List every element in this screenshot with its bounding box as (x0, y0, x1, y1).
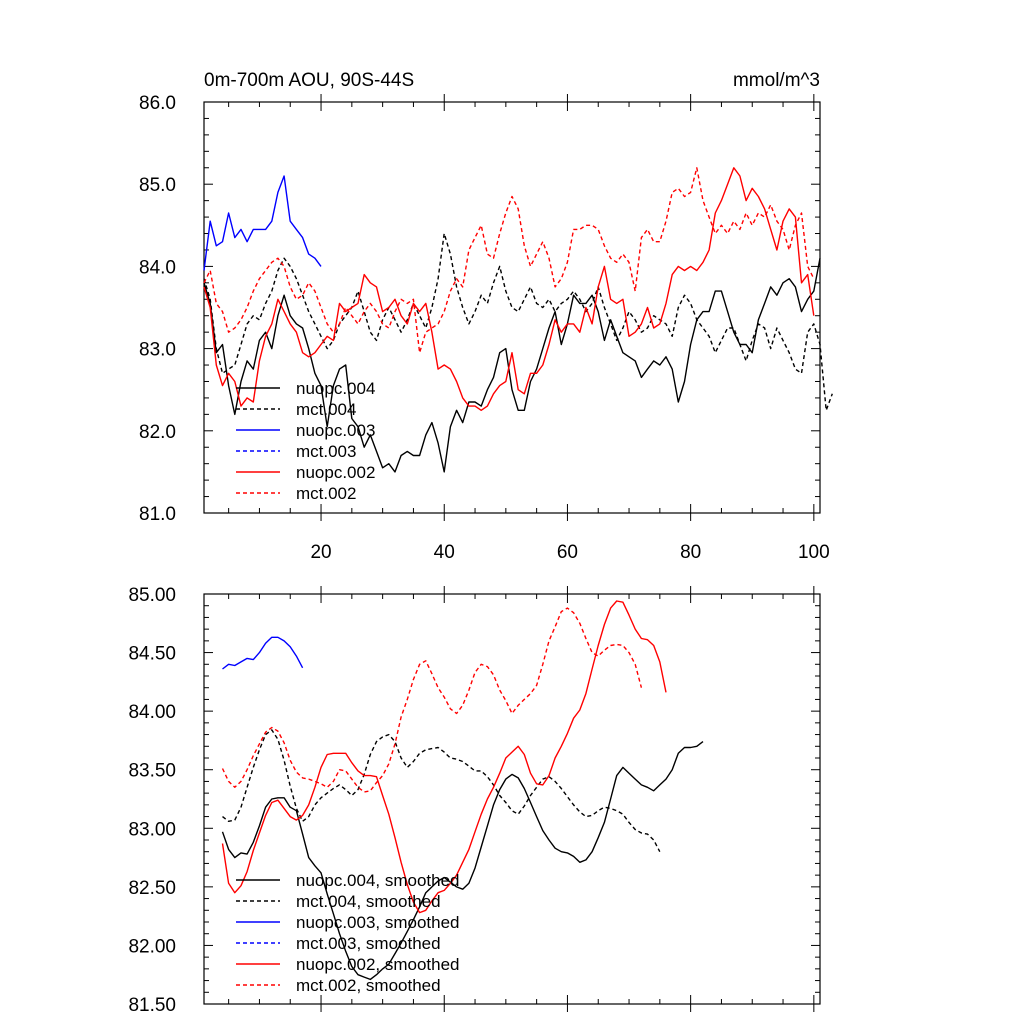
y-tick-label: 84.00 (128, 702, 176, 723)
legend-label: mct.003 (296, 442, 356, 461)
x-tick-label: 60 (557, 542, 578, 563)
top-panel: 0m-700m AOU, 90S-44S mmol/m^3 81.0 82.0 83… (139, 70, 833, 563)
x-tick-label: 20 (310, 542, 331, 563)
y-tick-label: 83.50 (128, 761, 176, 782)
series-line-nuopc-002-smoothed (221, 600, 667, 914)
series-line-mct-002 (203, 167, 815, 354)
legend-label: mct.004, smoothed (296, 892, 441, 911)
y-tick-labels: 81.0 82.0 83.0 84.0 85.0 86.0 (139, 93, 176, 525)
plot-frame (203, 593, 821, 1005)
y-tick-label: 85.0 (139, 175, 176, 196)
legend-label: mct.002 (296, 484, 356, 503)
y-tick-label: 84.50 (128, 644, 176, 665)
tick-marks (204, 586, 820, 1012)
series-line-nuopc-004-smoothed (221, 741, 704, 981)
x-tick-label: 100 (798, 542, 830, 563)
series-line-nuopc-003-smoothed (222, 636, 304, 670)
y-tick-label: 83.0 (139, 340, 176, 361)
series-line-mct-002-smoothed (221, 607, 643, 793)
series-line-mct-004-smoothed (222, 729, 661, 853)
legend-label: mct.002, smoothed (296, 976, 441, 995)
x-tick-labels: 20 40 60 80 100 (310, 542, 829, 563)
legend-label: nuopc.003, smoothed (296, 913, 460, 932)
x-tick-label: 40 (434, 542, 455, 563)
legend-label: mct.003, smoothed (296, 934, 441, 953)
y-tick-label: 82.50 (128, 878, 176, 899)
legend: nuopc.004, smoothed mct.004, smoothed nuop… (236, 871, 460, 995)
chart-title: 0m-700m AOU, 90S-44S (204, 70, 414, 91)
legend-label: nuopc.002, smoothed (296, 955, 460, 974)
legend: nuopc.004 mct.004 nuopc.003 mct.003 nuopc.00… (236, 379, 375, 503)
y-tick-label: 81.0 (139, 504, 176, 525)
y-tick-labels: 81.50 82.00 82.50 83.00 83.50 84.00 84.50 85.00 (128, 585, 176, 1016)
y-tick-label: 81.50 (128, 995, 176, 1016)
y-tick-label: 82.00 (128, 936, 176, 957)
y-tick-label: 85.00 (128, 585, 176, 606)
legend-label: nuopc.004, smoothed (296, 871, 460, 890)
legend-label: nuopc.004 (296, 379, 375, 398)
series-line-nuopc-002 (203, 167, 815, 411)
units-label: mmol/m^3 (733, 70, 820, 91)
tick-marks (204, 94, 820, 521)
legend-label: nuopc.003 (296, 421, 375, 440)
plot-frame (203, 101, 821, 514)
x-tick-label: 80 (680, 542, 701, 563)
y-tick-label: 86.0 (139, 93, 176, 114)
series-line-nuopc-003 (203, 175, 322, 271)
series-lines (221, 600, 704, 981)
y-tick-label: 83.00 (128, 819, 176, 840)
legend-label: mct.004 (296, 400, 356, 419)
series-line-nuopc-004 (203, 258, 821, 473)
y-tick-label: 84.0 (139, 257, 176, 278)
series-line-mct-004 (203, 232, 833, 411)
series-lines (203, 167, 833, 473)
bottom-panel: 81.50 82.00 82.50 83.00 83.50 84.00 84.50 85.00… (128, 585, 821, 1016)
y-tick-label: 82.0 (139, 422, 176, 443)
legend-label: nuopc.002 (296, 463, 375, 482)
